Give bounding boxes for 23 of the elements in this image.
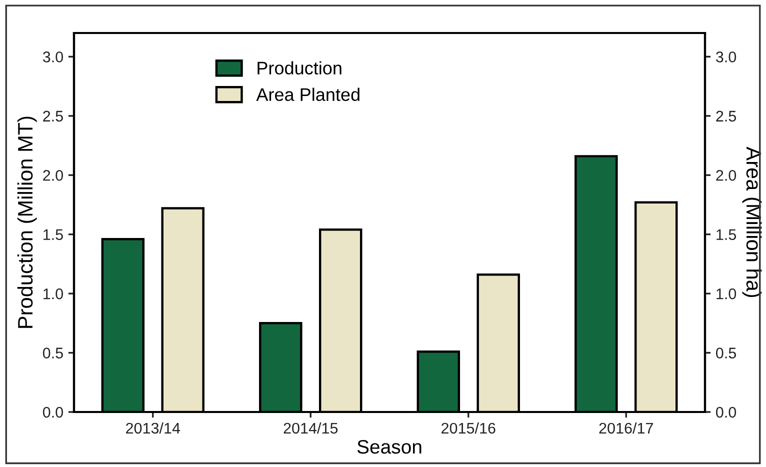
y-tick-label: 1.0 xyxy=(44,288,63,300)
y-tick-label: 2.0 xyxy=(43,170,63,181)
y-axis-title: Production (Million MT) xyxy=(17,116,37,328)
y2-tick-label: 2.0 xyxy=(716,170,736,181)
y2-axis-title: Area (Million ha) xyxy=(742,146,762,298)
y-tick-label: 2.5 xyxy=(43,110,63,122)
y2-tick-label: 1.0 xyxy=(716,288,736,300)
y-tick-label: 1.5 xyxy=(44,229,63,240)
x-tick-label: 2014/15 xyxy=(284,422,338,434)
y2-tick-label: 0.0 xyxy=(716,406,736,418)
legend-label: Production xyxy=(258,61,342,75)
x-axis-title: Season xyxy=(357,440,422,454)
y2-tick-label: 3.0 xyxy=(716,52,736,62)
x-tick-label: 2015/16 xyxy=(442,422,496,434)
x-tick-label: 2016/17 xyxy=(599,422,653,434)
y2-tick-label: 2.5 xyxy=(716,110,736,122)
y2-tick-label: 1.5 xyxy=(716,229,736,240)
x-tick-label: 2013/14 xyxy=(126,422,180,434)
y-tick-label: 0.0 xyxy=(42,406,63,418)
legend-label: Area Planted xyxy=(256,88,360,102)
y2-tick-label: 0.5 xyxy=(716,348,736,358)
y-tick-label: 0.5 xyxy=(42,348,63,358)
y-tick-label: 3.0 xyxy=(42,52,63,62)
